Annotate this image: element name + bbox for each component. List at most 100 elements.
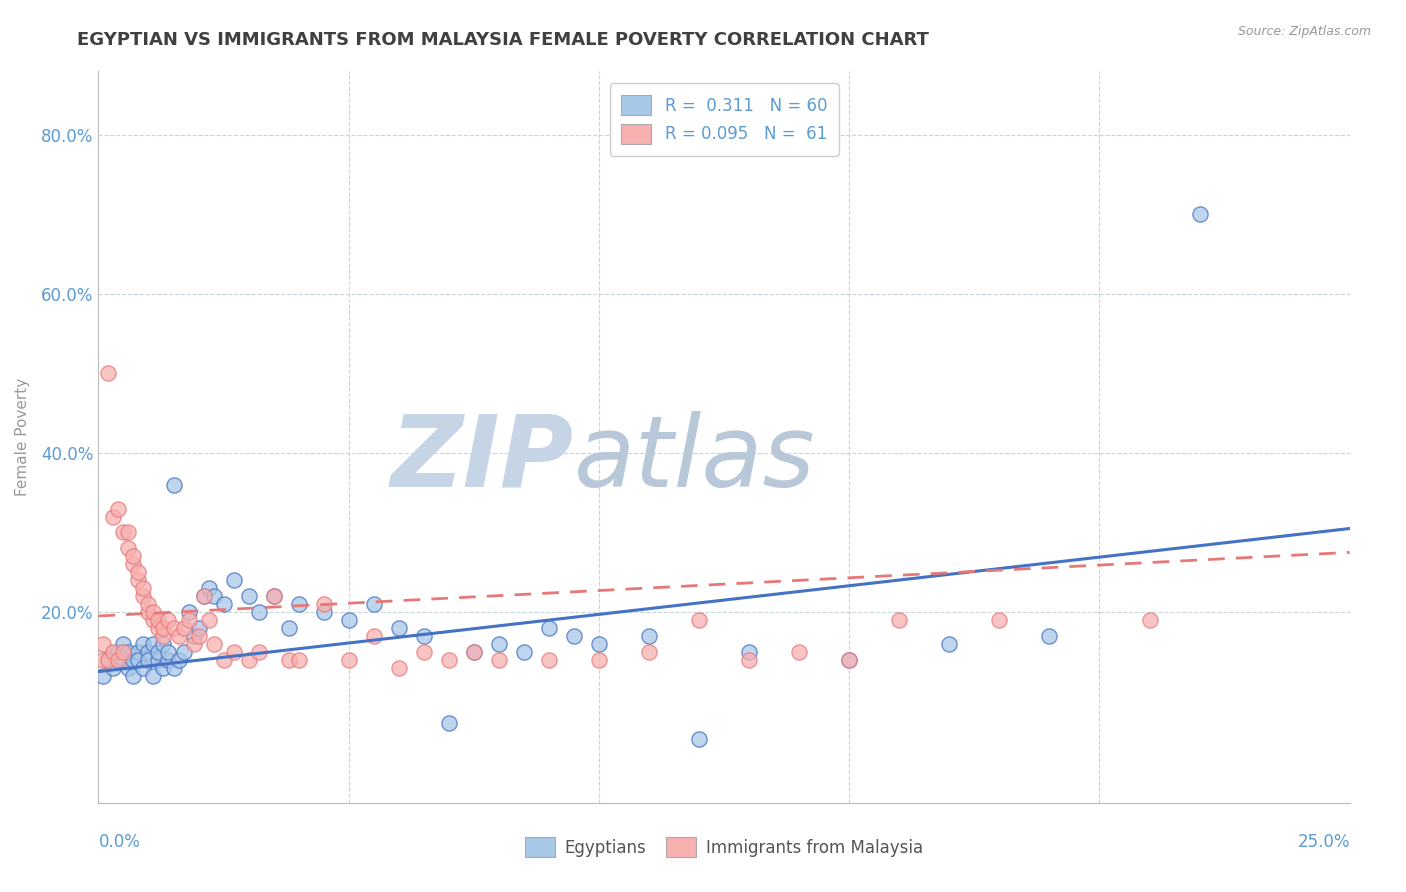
- Point: [152, 660, 174, 674]
- Point: [157, 653, 180, 667]
- Point: [93, 637, 115, 651]
- Point: [337, 653, 360, 667]
- Point: [142, 668, 165, 682]
- Point: [738, 645, 761, 659]
- Point: [148, 653, 170, 667]
- Point: [197, 613, 219, 627]
- Point: [212, 597, 235, 611]
- Point: [157, 645, 180, 659]
- Point: [638, 629, 661, 643]
- Point: [838, 653, 860, 667]
- Text: ZIP: ZIP: [391, 410, 574, 508]
- Text: 25.0%: 25.0%: [1298, 833, 1350, 851]
- Point: [1139, 613, 1161, 627]
- Point: [107, 501, 129, 516]
- Point: [437, 653, 460, 667]
- Point: [187, 629, 209, 643]
- Point: [132, 660, 155, 674]
- Text: 0.0%: 0.0%: [98, 833, 141, 851]
- Point: [363, 629, 385, 643]
- Point: [412, 645, 434, 659]
- Point: [103, 509, 125, 524]
- Point: [148, 621, 170, 635]
- Point: [142, 605, 165, 619]
- Point: [537, 653, 560, 667]
- Point: [337, 613, 360, 627]
- Point: [97, 367, 120, 381]
- Point: [122, 653, 145, 667]
- Point: [117, 541, 139, 556]
- Point: [738, 653, 761, 667]
- Point: [312, 597, 335, 611]
- Point: [889, 613, 911, 627]
- Point: [202, 637, 225, 651]
- Point: [638, 645, 661, 659]
- Point: [93, 668, 115, 682]
- Point: [132, 637, 155, 651]
- Point: [167, 653, 190, 667]
- Point: [183, 637, 205, 651]
- Point: [173, 621, 195, 635]
- Point: [938, 637, 960, 651]
- Point: [193, 589, 215, 603]
- Point: [1188, 207, 1211, 221]
- Point: [177, 613, 200, 627]
- Point: [112, 637, 135, 651]
- Point: [588, 653, 610, 667]
- Point: [177, 605, 200, 619]
- Point: [202, 589, 225, 603]
- Point: [138, 597, 160, 611]
- Point: [107, 645, 129, 659]
- Point: [688, 613, 710, 627]
- Point: [222, 645, 245, 659]
- Point: [127, 645, 149, 659]
- Point: [688, 732, 710, 747]
- Point: [222, 573, 245, 587]
- Point: [162, 621, 184, 635]
- Point: [388, 621, 411, 635]
- Point: [238, 653, 260, 667]
- Point: [97, 653, 120, 667]
- Point: [488, 637, 510, 651]
- Text: EGYPTIAN VS IMMIGRANTS FROM MALAYSIA FEMALE POVERTY CORRELATION CHART: EGYPTIAN VS IMMIGRANTS FROM MALAYSIA FEM…: [77, 31, 929, 49]
- Point: [97, 653, 120, 667]
- Point: [988, 613, 1011, 627]
- Point: [388, 660, 411, 674]
- Point: [167, 629, 190, 643]
- Point: [157, 613, 180, 627]
- Point: [142, 637, 165, 651]
- Point: [103, 645, 125, 659]
- Y-axis label: Female Poverty: Female Poverty: [15, 378, 30, 496]
- Point: [562, 629, 585, 643]
- Point: [112, 525, 135, 540]
- Point: [152, 621, 174, 635]
- Point: [138, 653, 160, 667]
- Point: [277, 621, 299, 635]
- Point: [142, 613, 165, 627]
- Point: [513, 645, 536, 659]
- Point: [162, 660, 184, 674]
- Point: [122, 549, 145, 564]
- Point: [363, 597, 385, 611]
- Point: [138, 605, 160, 619]
- Point: [107, 653, 129, 667]
- Point: [122, 668, 145, 682]
- Point: [197, 581, 219, 595]
- Point: [247, 645, 270, 659]
- Point: [412, 629, 434, 643]
- Point: [162, 477, 184, 491]
- Legend: Egyptians, Immigrants from Malaysia: Egyptians, Immigrants from Malaysia: [517, 830, 931, 864]
- Point: [787, 645, 810, 659]
- Point: [127, 653, 149, 667]
- Point: [437, 716, 460, 731]
- Point: [247, 605, 270, 619]
- Point: [277, 653, 299, 667]
- Point: [122, 558, 145, 572]
- Point: [287, 597, 309, 611]
- Point: [212, 653, 235, 667]
- Point: [112, 653, 135, 667]
- Point: [152, 629, 174, 643]
- Point: [263, 589, 285, 603]
- Point: [112, 645, 135, 659]
- Point: [488, 653, 510, 667]
